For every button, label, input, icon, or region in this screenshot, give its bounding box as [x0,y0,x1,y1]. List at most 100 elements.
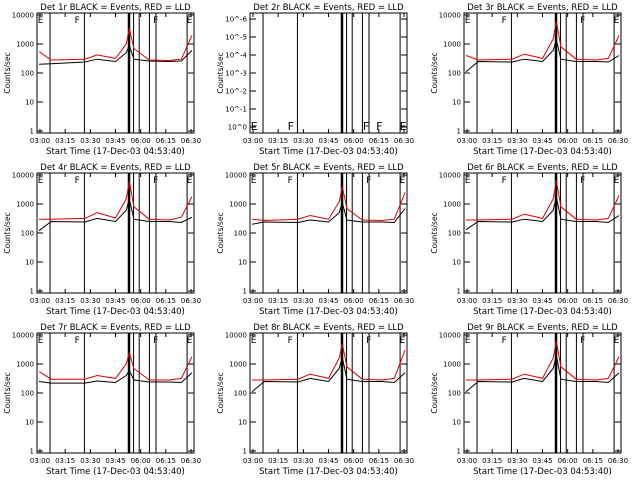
x-axis-label: Start Time (17-Dec-03 04:53:40) [473,147,612,157]
x-tick-label: 03:00 [243,457,263,465]
y-tick-label: 100 [21,230,34,238]
panel-title: Det 9r BLACK = Events, RED = LLD [467,323,618,333]
detector-panel-7: Det 7r BLACK = Events, RED = LLD Counts/s… [3,323,201,477]
segment-marker: E [465,176,471,186]
x-tick-label: 06:30 [181,457,201,465]
y-tick-label: 100 [234,390,247,398]
detector-panel-9: Det 9r BLACK = Events, RED = LLD Counts/s… [430,323,628,477]
x-tick-label: 06:00 [344,297,364,305]
detector-panel-4: Det 4r BLACK = Events, RED = LLD Counts/s… [3,163,201,317]
y-tick-label: 10 [25,259,34,267]
segment-marker: E [251,336,257,346]
segment-marker: E [38,336,44,346]
y-tick-label: 100 [234,230,247,238]
y-tick-label: 10^0 [228,124,247,132]
x-tick-label: 06:15 [369,457,389,465]
y-tick-label: 1 [30,128,34,136]
x-tick-label: 03:45 [318,297,338,305]
plot-frame [249,332,408,454]
x-tick-label: 06:00 [344,457,364,465]
y-tick-label: 10 [25,419,34,427]
x-tick-label: 06:30 [394,297,414,305]
segment-marker: E [187,176,193,186]
x-axis-label: Start Time (17-Dec-03 04:53:40) [46,467,185,477]
y-tick-label: 10 [452,259,461,267]
x-tick-label: 03:45 [105,137,125,145]
events-series-line [465,196,620,231]
x-tick-label: 03:45 [532,137,552,145]
y-tick-label: 1 [457,448,461,456]
x-tick-label: 03:30 [80,137,100,145]
y-tick-label: 10^-2 [225,88,247,96]
y-axis-label: Counts/sec [216,212,225,253]
x-tick-label: 03:30 [80,297,100,305]
events-series-line [38,43,193,65]
x-tick-label: 03:15 [482,137,502,145]
y-tick-label: 10^-6 [225,16,247,24]
y-axis-label: Counts/sec [3,212,12,253]
x-tick-label: 03:00 [457,137,477,145]
plot-frame [463,172,622,294]
y-tick-label: 1 [457,288,461,296]
segment-marker: E [400,176,406,186]
panel-title: Det 5r BLACK = Events, RED = LLD [253,163,404,173]
y-tick-label: 10 [25,99,34,107]
x-tick-label: 03:45 [532,297,552,305]
y-tick-label: 10000 [12,172,34,180]
events-series-line [465,37,620,73]
y-tick-label: 1 [243,448,247,456]
segment-marker: E [400,120,407,133]
x-tick-label: 03:45 [105,457,125,465]
y-tick-label: 1000 [229,361,247,369]
lld-series-line [466,180,620,221]
x-tick-label: 03:30 [80,457,100,465]
events-series-line [251,357,406,393]
y-tick-label: 10 [452,99,461,107]
x-tick-label: 03:00 [243,297,263,305]
events-series-line [38,369,193,384]
segment-marker: F [366,176,371,186]
plot-frame [36,12,195,134]
y-tick-label: 1 [457,128,461,136]
panel-title: Det 7r BLACK = Events, RED = LLD [40,323,191,333]
segment-marker: E [251,120,258,133]
x-tick-label: 03:00 [30,137,50,145]
x-tick-label: 06:15 [156,137,176,145]
y-tick-label: 1000 [443,201,461,209]
y-tick-label: 10000 [439,12,461,20]
x-tick-label: 03:30 [507,457,527,465]
segment-marker: F [75,16,80,26]
segment-marker: E [614,176,620,186]
x-axis-label: Start Time (17-Dec-03 04:53:40) [46,307,185,317]
events-series-line [251,201,406,225]
x-tick-label: 06:30 [608,457,628,465]
y-tick-label: 100 [448,230,461,238]
x-tick-label: 03:00 [30,457,50,465]
x-axis-label: Start Time (17-Dec-03 04:53:40) [259,307,398,317]
segment-marker: F [153,176,158,186]
x-tick-label: 03:00 [457,457,477,465]
x-tick-label: 03:45 [532,457,552,465]
y-axis-label: Counts/sec [430,212,439,253]
x-tick-label: 03:30 [507,297,527,305]
segment-marker: E [614,16,620,26]
lld-series-line [251,186,406,222]
x-tick-label: 06:15 [369,137,389,145]
x-tick-label: 03:30 [293,457,313,465]
x-tick-label: 03:15 [55,297,75,305]
segment-marker: E [187,336,193,346]
panel-title: Det 6r BLACK = Events, RED = LLD [467,163,618,173]
x-tick-label: 03:15 [482,297,502,305]
x-tick-label: 03:30 [293,137,313,145]
x-tick-label: 03:15 [482,457,502,465]
panel-title: Det 8r BLACK = Events, RED = LLD [253,323,404,333]
events-series-line [38,198,193,232]
x-tick-label: 06:30 [608,297,628,305]
panel-title: Det 2r BLACK = Events, RED = LLD [253,3,404,13]
y-tick-label: 1000 [229,201,247,209]
x-tick-label: 03:30 [507,137,527,145]
y-tick-label: 10000 [12,332,34,340]
segment-marker: F [580,336,585,346]
segment-marker: F [502,176,507,186]
x-tick-label: 06:00 [131,137,151,145]
